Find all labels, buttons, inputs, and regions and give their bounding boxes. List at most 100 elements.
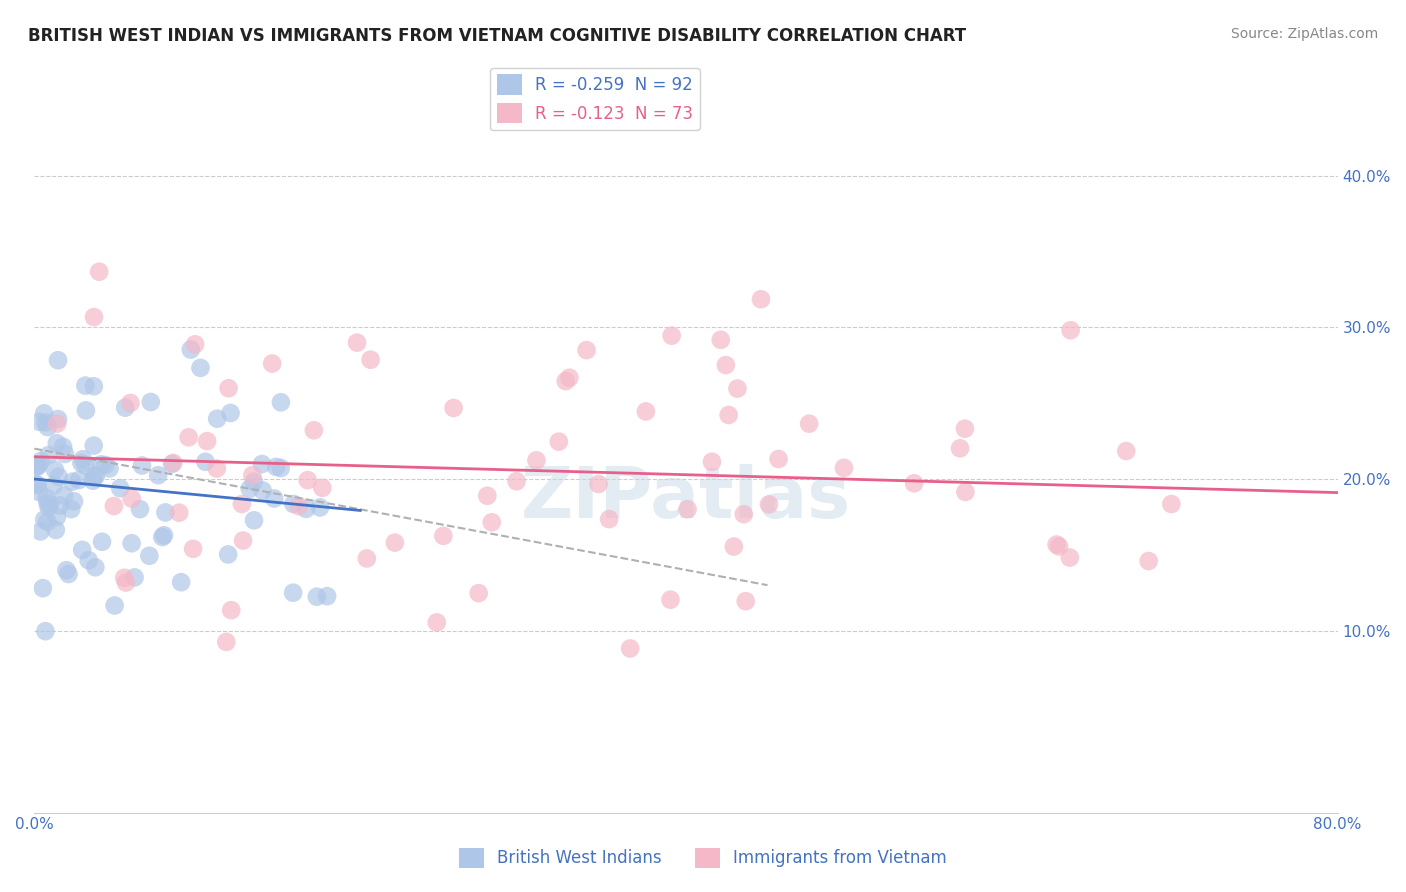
Point [121,491,143,506]
Point [124,570,146,584]
Point [55,563,77,577]
Point [1115,444,1137,458]
Point [297,473,319,487]
Point [288,499,311,513]
Point [768,452,790,467]
Point [162,456,184,470]
Point [27,478,49,492]
Point [661,328,683,343]
Point [44,463,66,477]
Point [83,468,105,483]
Point [84,560,107,574]
Point [311,481,333,495]
Point [619,641,641,656]
Point [98,461,121,475]
Point [262,357,284,371]
Point [75,458,97,473]
Point [717,408,740,422]
Point [1059,550,1081,565]
Point [67,473,90,487]
Point [150,530,173,544]
Point [723,540,745,554]
Point [700,455,723,469]
Point [32,406,55,420]
Point [219,603,242,617]
Point [443,401,465,415]
Point [710,333,733,347]
Point [195,434,218,448]
Point [30,524,52,539]
Point [103,499,125,513]
Point [1059,323,1081,337]
Point [749,292,772,306]
Point [121,536,143,550]
Point [558,370,581,384]
Point [83,379,105,393]
Point [190,360,212,375]
Point [89,265,111,279]
Point [77,553,100,567]
Point [120,396,142,410]
Point [477,489,499,503]
Point [104,599,127,613]
Point [37,515,59,529]
Point [27,458,49,473]
Point [953,422,976,436]
Point [139,395,162,409]
Point [295,501,318,516]
Point [215,635,238,649]
Point [575,343,598,358]
Point [72,452,94,467]
Point [60,475,83,489]
Point [60,502,83,516]
Point [45,436,67,450]
Point [231,497,253,511]
Point [1047,540,1070,554]
Point [75,378,97,392]
Point [48,470,70,484]
Point [725,382,748,396]
Point [264,459,287,474]
Point [37,420,59,434]
Point [115,575,138,590]
Point [32,512,55,526]
Point [526,453,548,467]
Point [205,461,228,475]
Text: BRITISH WEST INDIAN VS IMMIGRANTS FROM VIETNAM COGNITIVE DISABILITY CORRELATION : BRITISH WEST INDIAN VS IMMIGRANTS FROM V… [28,27,966,45]
Point [1160,497,1182,511]
Point [34,416,56,430]
Point [426,615,449,630]
Point [832,461,855,475]
Point [25,476,48,491]
Point [52,440,75,454]
Point [270,461,292,475]
Point [94,458,117,472]
Point [82,474,104,488]
Point [733,507,755,521]
Point [1137,554,1160,568]
Point [714,358,737,372]
Point [283,497,305,511]
Point [70,542,93,557]
Legend: British West Indians, Immigrants from Vietnam: British West Indians, Immigrants from Vi… [453,841,953,875]
Point [205,411,228,425]
Point [554,374,576,388]
Text: ZIPatlas: ZIPatlas [522,464,851,533]
Point [34,624,56,639]
Point [167,506,190,520]
Point [676,502,699,516]
Point [243,513,266,527]
Point [35,491,58,505]
Point [53,489,76,503]
Point [588,477,610,491]
Point [46,417,69,431]
Point [90,458,112,472]
Point [180,343,202,357]
Point [45,510,67,524]
Point [659,592,682,607]
Point [281,585,304,599]
Point [481,516,503,530]
Point [302,423,325,437]
Point [75,403,97,417]
Point [194,455,217,469]
